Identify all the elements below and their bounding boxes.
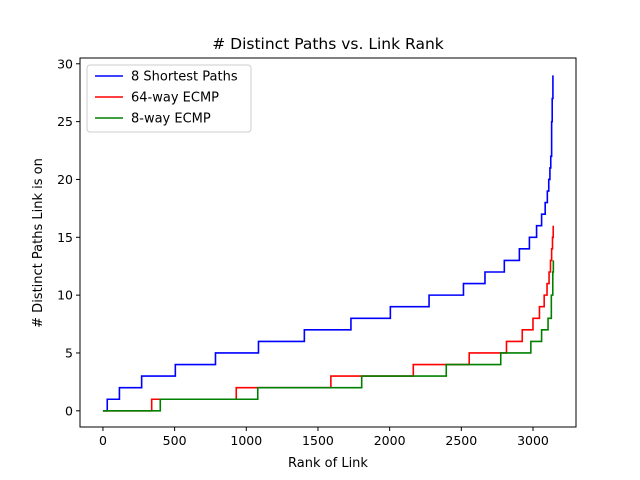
legend-label-3: 8-way ECMP — [131, 112, 211, 127]
chart-title: # Distinct Paths vs. Link Rank — [212, 35, 444, 53]
y-axis-ticks: 0 5 10 15 20 25 30 — [57, 56, 80, 418]
legend-box — [86, 64, 252, 133]
x-tick-label: 500 — [163, 433, 187, 448]
x-tick-label: 3000 — [517, 433, 549, 448]
legend: 8 Shortest Paths 64-way ECMP 8-way ECMP — [86, 64, 252, 133]
y-tick-label: 0 — [65, 403, 73, 418]
series-layer — [102, 75, 555, 412]
series-line-1 — [102, 75, 554, 412]
y-axis-label: # Distinct Paths Link is on — [31, 158, 46, 328]
legend-label-1: 8 Shortest Paths — [131, 70, 238, 85]
y-tick-label: 15 — [57, 230, 73, 245]
axes-frame — [79, 57, 577, 428]
x-axis-ticks: 0 500 1000 1500 2000 2500 3000 — [99, 427, 549, 448]
x-axis-label: Rank of Link — [288, 456, 368, 471]
legend-label-2: 64-way ECMP — [131, 91, 219, 106]
x-tick-label: 0 — [99, 433, 107, 448]
y-tick-label: 30 — [57, 56, 73, 71]
x-tick-label: 2000 — [374, 433, 406, 448]
y-tick-label: 10 — [57, 288, 73, 303]
y-tick-label: 5 — [65, 345, 73, 360]
series-line-3 — [102, 260, 555, 412]
series-line-2 — [102, 225, 555, 412]
y-tick-label: 25 — [57, 114, 73, 129]
x-tick-label: 2500 — [445, 433, 477, 448]
x-tick-label: 1500 — [302, 433, 334, 448]
x-tick-label: 1000 — [230, 433, 262, 448]
y-tick-label: 20 — [57, 172, 73, 187]
